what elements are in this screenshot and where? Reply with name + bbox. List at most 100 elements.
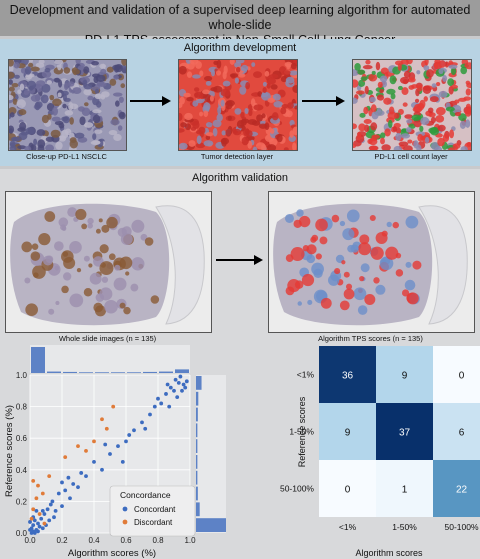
y-tick-label: 0.2: [16, 497, 28, 506]
cell: [9, 71, 15, 79]
cell: [292, 126, 297, 136]
x-marginal-bar: [31, 347, 45, 373]
cell: [363, 106, 369, 115]
cell: [203, 76, 213, 82]
stained-region: [94, 305, 107, 317]
data-point-concordant: [79, 471, 84, 475]
data-point-concordant: [40, 526, 45, 531]
cell: [355, 90, 365, 95]
pdl1-count-image: [352, 59, 472, 151]
cell: [384, 128, 391, 137]
data-point-concordant: [132, 428, 136, 433]
tumor-region: [319, 236, 328, 245]
scatter-ylabel: Reference scores (%): [4, 405, 15, 497]
cell: [402, 102, 408, 107]
cell: [199, 111, 204, 117]
cell: [251, 120, 261, 126]
cell: [62, 116, 70, 124]
cell: [428, 127, 438, 134]
data-point-concordant: [45, 507, 50, 512]
heatmap-value: 0: [345, 485, 351, 496]
heatmap-cell: [376, 460, 433, 517]
cell: [419, 125, 424, 132]
cell: [184, 123, 192, 131]
data-point-concordant: [127, 433, 132, 437]
data-point-discordant: [40, 491, 45, 496]
cell: [14, 74, 20, 79]
y-marginal-bar: [196, 376, 202, 390]
data-point-discordant: [36, 483, 40, 488]
cell: [239, 86, 247, 95]
data-point-concordant: [52, 515, 56, 520]
closeup-caption: Close-up PD-L1 NSCLC: [26, 152, 107, 161]
tumor-region: [375, 284, 386, 295]
cell: [83, 88, 92, 96]
cell: [262, 87, 267, 94]
tumor-region: [311, 262, 324, 276]
cell: [78, 106, 85, 112]
cell: [234, 77, 239, 84]
cell: [120, 83, 126, 89]
cell: [466, 142, 471, 148]
tumor-region: [307, 299, 313, 305]
tumor-region: [373, 277, 380, 284]
cell: [91, 60, 99, 66]
cell: [108, 130, 118, 136]
cell: [229, 60, 235, 65]
cell: [266, 83, 271, 89]
cell: [431, 83, 437, 88]
data-point-concordant: [178, 374, 183, 379]
tumor-region: [406, 292, 419, 305]
tissue-fragment: [155, 205, 205, 325]
tumor-region: [392, 221, 399, 229]
heatmap-value: 9: [345, 428, 351, 439]
tumor-region: [379, 256, 394, 271]
tumor-region: [369, 214, 376, 222]
cell: [83, 122, 94, 128]
x-marginal-bar: [47, 371, 61, 373]
data-point-concordant: [140, 420, 144, 425]
cell: [211, 69, 216, 77]
data-point-concordant: [60, 480, 64, 485]
cell: [354, 62, 361, 71]
cell: [362, 64, 373, 70]
cell: [367, 138, 373, 144]
tumor-region: [342, 228, 355, 241]
tumor-region: [405, 261, 412, 268]
tumor-region: [339, 300, 350, 311]
cell: [408, 85, 415, 90]
cell: [281, 103, 289, 109]
cell: [224, 100, 233, 110]
data-point-concordant: [116, 444, 120, 448]
cell: [195, 60, 202, 69]
cell: [430, 116, 436, 124]
cell: [23, 89, 30, 96]
data-point-concordant: [36, 529, 40, 534]
legend-discordant-label: Discordant: [134, 518, 173, 527]
cell: [193, 87, 200, 92]
cell: [46, 102, 55, 112]
tumor-region: [347, 244, 355, 253]
stained-region: [25, 303, 38, 317]
cell: [353, 79, 359, 88]
cell: [36, 129, 46, 136]
cell: [266, 144, 277, 150]
stained-region: [83, 255, 90, 262]
tissue-section: [273, 203, 433, 326]
cell: [244, 108, 249, 114]
cell: [380, 132, 386, 139]
cell: [179, 65, 187, 75]
cell: [369, 96, 376, 103]
cell: [217, 106, 222, 115]
cell: [10, 136, 21, 142]
heatmap-col-label: <1%: [339, 522, 357, 532]
cell: [465, 88, 471, 96]
cell: [195, 99, 205, 104]
cell: [426, 69, 434, 78]
data-point-concordant: [103, 442, 108, 447]
cell: [454, 112, 462, 117]
cell: [241, 118, 250, 124]
heatmap-cell: [376, 403, 433, 460]
cell: [460, 146, 468, 150]
data-point-concordant: [183, 385, 188, 390]
